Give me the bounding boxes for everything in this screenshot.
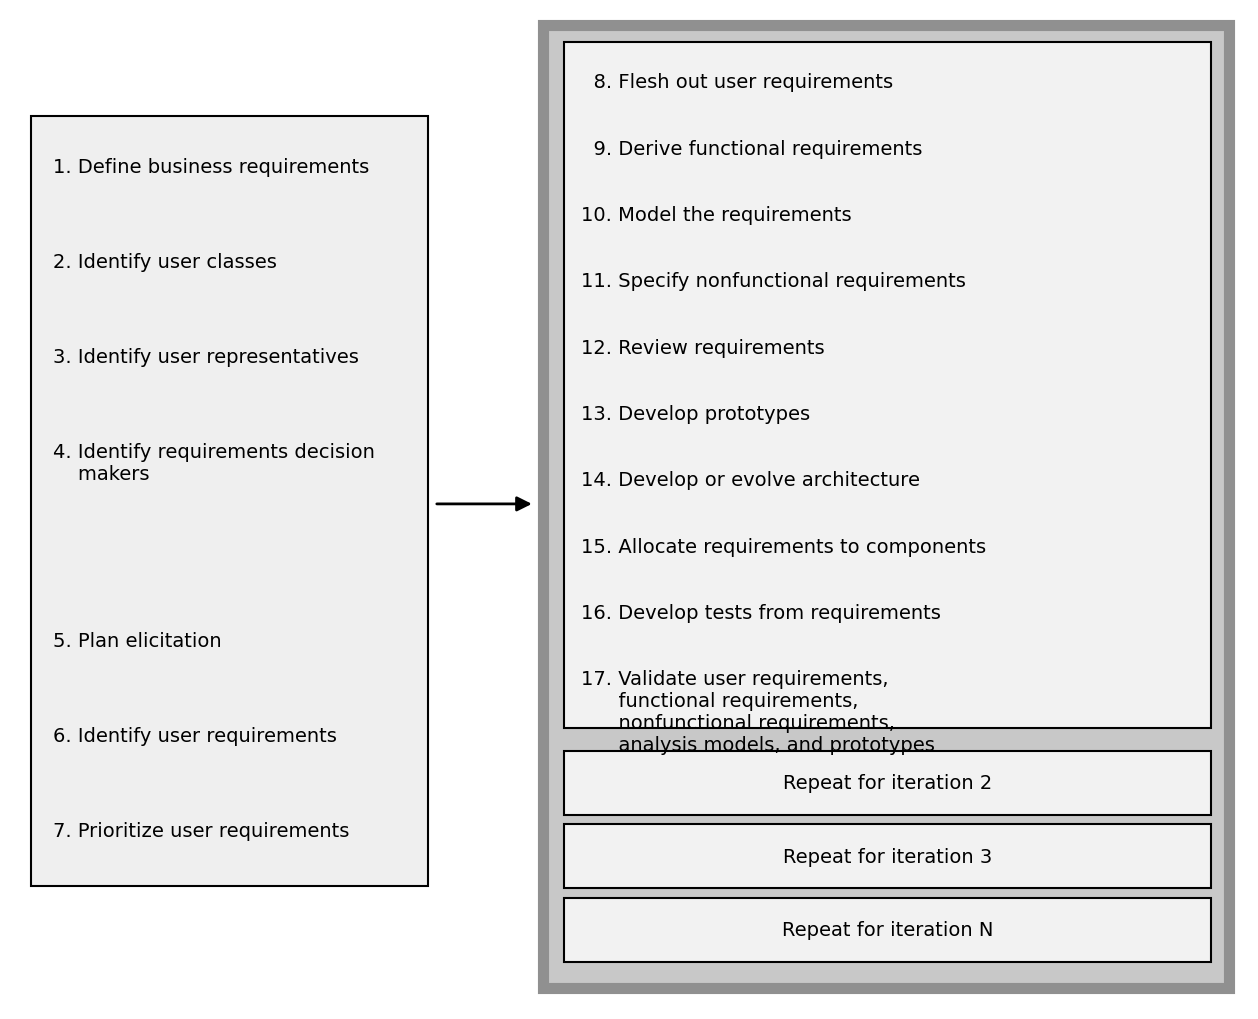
Bar: [31, 117, 428, 887]
Text: Repeat for iteration 3: Repeat for iteration 3: [782, 847, 993, 866]
Text: 16. Develop tests from requirements: 16. Develop tests from requirements: [581, 603, 941, 623]
Text: 5. Plan elicitation: 5. Plan elicitation: [53, 632, 221, 651]
Text: 4. Identify requirements decision
    makers: 4. Identify requirements decision makers: [53, 442, 375, 483]
Text: 11. Specify nonfunctional requirements: 11. Specify nonfunctional requirements: [581, 272, 966, 291]
Text: 1. Define business requirements: 1. Define business requirements: [53, 158, 369, 177]
Text: 7. Prioritize user requirements: 7. Prioritize user requirements: [53, 821, 350, 841]
Bar: [564, 824, 1211, 889]
Text: Repeat for iteration N: Repeat for iteration N: [781, 920, 994, 940]
Text: 6. Identify user requirements: 6. Identify user requirements: [53, 727, 337, 746]
Text: 14. Develop or evolve architecture: 14. Develop or evolve architecture: [581, 471, 920, 490]
Text: 9. Derive functional requirements: 9. Derive functional requirements: [581, 140, 922, 159]
Text: 2. Identify user classes: 2. Identify user classes: [53, 253, 277, 272]
Text: 10. Model the requirements: 10. Model the requirements: [581, 206, 852, 225]
Text: 8. Flesh out user requirements: 8. Flesh out user requirements: [581, 73, 893, 93]
Text: 13. Develop prototypes: 13. Develop prototypes: [581, 405, 810, 424]
Bar: [564, 751, 1211, 815]
Text: 17. Validate user requirements,
      functional requirements,
      nonfunction: 17. Validate user requirements, function…: [581, 669, 935, 754]
Bar: [564, 43, 1211, 729]
Text: 12. Review requirements: 12. Review requirements: [581, 338, 825, 358]
Bar: [564, 898, 1211, 962]
Bar: [543, 25, 1229, 988]
Text: 3. Identify user representatives: 3. Identify user representatives: [53, 347, 359, 367]
Text: 15. Allocate requirements to components: 15. Allocate requirements to components: [581, 537, 986, 556]
Text: Repeat for iteration 2: Repeat for iteration 2: [782, 773, 993, 793]
